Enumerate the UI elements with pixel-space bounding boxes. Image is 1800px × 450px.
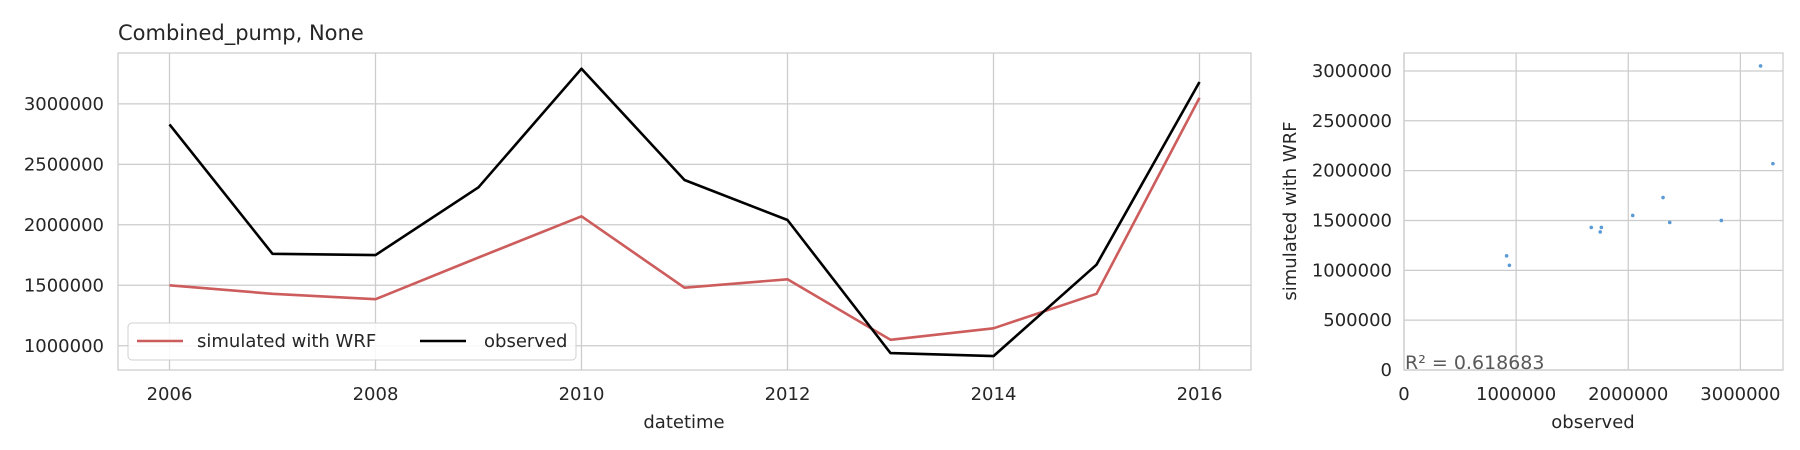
scatter-point bbox=[1504, 254, 1509, 258]
line-chart: 2006 2008 2010 2012 2014 2016 1000000 1500000 20… bbox=[24, 21, 1252, 433]
scatter-y-tick-label: 2000000 bbox=[1312, 161, 1392, 182]
x-tick-label: 2012 bbox=[765, 384, 811, 405]
scatter-x-axis-label: observed bbox=[1551, 412, 1634, 433]
legend-label-simulated: simulated with WRF bbox=[197, 331, 376, 352]
series-line-simulated bbox=[169, 97, 1201, 342]
scatter-y-tick-label: 0 bbox=[1381, 360, 1392, 381]
scatter-chart-ticks: 0 1000000 2000000 3000000 0 500000 1000000 1500… bbox=[1312, 61, 1781, 405]
scatter-x-tick-label: 2000000 bbox=[1588, 384, 1668, 405]
legend: simulated with WRF observed bbox=[127, 322, 577, 361]
scatter-x-tick-label: 1000000 bbox=[1476, 384, 1556, 405]
scatter-chart-frame bbox=[1403, 52, 1784, 371]
line-chart-frame bbox=[117, 52, 1252, 371]
chart-title: Combined_pump, None bbox=[118, 21, 364, 46]
x-axis-label: datetime bbox=[643, 412, 724, 433]
series-line-observed bbox=[168, 67, 1201, 358]
y-tick-label: 1000000 bbox=[24, 336, 104, 357]
legend-label-observed: observed bbox=[484, 331, 567, 352]
scatter-y-tick-label: 500000 bbox=[1323, 310, 1392, 331]
scatter-point bbox=[1598, 230, 1603, 234]
scatter-point bbox=[1771, 161, 1775, 166]
scatter-x-tick-label: 0 bbox=[1398, 384, 1409, 405]
x-tick-label: 2008 bbox=[353, 384, 399, 405]
scatter-chart-grid bbox=[1403, 53, 1783, 371]
scatter-point bbox=[1630, 213, 1635, 218]
scatter-chart: 0 1000000 2000000 3000000 0 500000 1000000 1500… bbox=[1280, 52, 1784, 433]
x-tick-label: 2016 bbox=[1177, 384, 1223, 405]
scatter-chart-points bbox=[1504, 64, 1775, 268]
x-tick-label: 2014 bbox=[971, 384, 1017, 405]
scatter-y-tick-label: 1500000 bbox=[1312, 210, 1392, 231]
r-squared-annotation: R² = 0.618683 bbox=[1405, 352, 1544, 374]
scatter-point bbox=[1661, 195, 1665, 200]
y-tick-label: 2000000 bbox=[24, 215, 104, 236]
x-tick-label: 2006 bbox=[147, 384, 193, 405]
scatter-y-tick-label: 1000000 bbox=[1312, 260, 1392, 281]
scatter-point bbox=[1667, 220, 1672, 225]
scatter-point bbox=[1719, 218, 1724, 223]
legend-box bbox=[127, 322, 577, 361]
scatter-point bbox=[1589, 225, 1594, 230]
line-chart-series bbox=[168, 67, 1201, 358]
y-tick-label: 1500000 bbox=[24, 275, 104, 296]
scatter-point bbox=[1599, 225, 1604, 230]
scatter-point bbox=[1507, 263, 1512, 268]
y-tick-label: 3000000 bbox=[24, 94, 104, 115]
scatter-x-tick-label: 3000000 bbox=[1700, 384, 1780, 405]
x-tick-label: 2010 bbox=[559, 384, 605, 405]
scatter-y-tick-label: 2500000 bbox=[1312, 111, 1392, 132]
line-chart-ticks: 2006 2008 2010 2012 2014 2016 1000000 1500000 20… bbox=[24, 94, 1223, 405]
scatter-point bbox=[1758, 64, 1763, 68]
scatter-y-axis-label: simulated with WRF bbox=[1280, 121, 1301, 300]
scatter-y-tick-label: 3000000 bbox=[1312, 61, 1392, 82]
y-tick-label: 2500000 bbox=[24, 154, 104, 175]
